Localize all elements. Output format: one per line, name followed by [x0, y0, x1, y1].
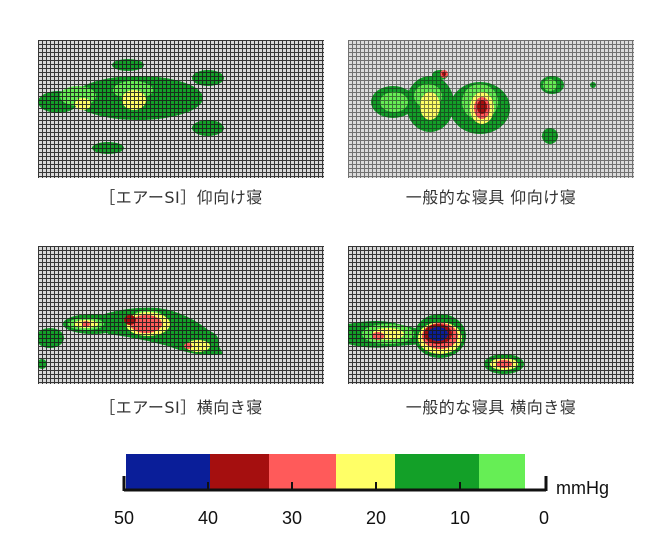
scale-tick-label: 0 — [538, 508, 549, 528]
scale-tick-label: 40 — [197, 508, 219, 528]
grid-overlay — [348, 40, 634, 178]
scale-tick-label: 50 — [113, 508, 135, 528]
color-band — [126, 454, 210, 490]
color-band — [478, 454, 525, 490]
unit-label: mmHg — [556, 478, 609, 498]
scale-tick-label: 30 — [281, 508, 303, 528]
color-band — [394, 454, 479, 490]
heatmap-panel-standard-supine — [348, 40, 634, 178]
color-scale-axis — [122, 476, 548, 492]
grid-overlay — [348, 246, 634, 384]
scale-tick-label: 20 — [365, 508, 387, 528]
color-band — [336, 454, 395, 490]
heatmap-panel-air-si-side — [38, 246, 324, 384]
color-band — [210, 454, 269, 490]
panel-caption: ［エアーSI］仰向け寝 — [99, 188, 263, 207]
color-scale-bar — [126, 454, 526, 490]
grid-overlay — [38, 246, 324, 384]
heatmap-panel-standard-side — [348, 246, 634, 384]
panel-caption: ［エアーSI］横向き寝 — [99, 398, 263, 417]
heatmap-panel-air-si-supine — [38, 40, 324, 178]
scale-tick-label: 10 — [449, 508, 471, 528]
panel-caption: 一般的な寝具 横向き寝 — [405, 398, 577, 417]
panel-caption: 一般的な寝具 仰向け寝 — [405, 188, 577, 207]
grid-overlay — [38, 40, 324, 178]
color-band — [268, 454, 336, 490]
